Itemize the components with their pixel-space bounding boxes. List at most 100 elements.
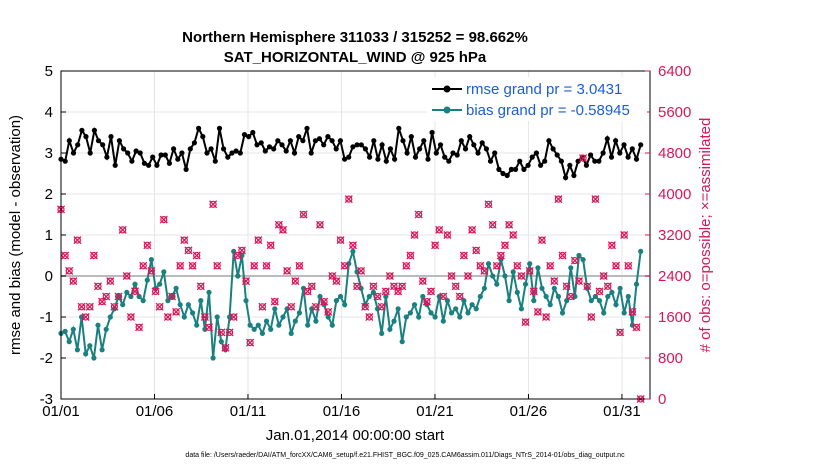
obs-marker [295, 261, 304, 270]
point-rmse [133, 148, 139, 154]
point-rmse [279, 142, 285, 148]
point-bias [527, 261, 533, 267]
point-bias [465, 310, 471, 316]
point-rmse [633, 156, 640, 162]
obs-marker [463, 271, 473, 281]
obs-marker [332, 277, 341, 286]
y-tick-label: -3 [40, 391, 53, 408]
point-rmse [212, 158, 218, 164]
point-bias [518, 306, 525, 312]
x-tick-label: 01/31 [603, 403, 641, 420]
obs-marker [135, 323, 144, 332]
point-rmse [287, 138, 293, 144]
point-rmse [229, 150, 235, 156]
point-rmse [354, 142, 360, 148]
point-bias [448, 310, 455, 316]
point-rmse [329, 138, 335, 144]
point-rmse [183, 166, 189, 172]
point-bias [70, 326, 76, 332]
point-rmse [75, 142, 81, 148]
point-bias [107, 314, 113, 320]
point-rmse [70, 150, 77, 156]
point-rmse [454, 152, 460, 158]
point-rmse [500, 170, 506, 177]
obs-marker [496, 251, 505, 260]
obs-marker [550, 277, 559, 286]
point-rmse [258, 140, 264, 146]
point-bias [251, 326, 257, 332]
obs-marker [299, 210, 308, 219]
obs-marker [352, 282, 362, 291]
obs-marker [110, 302, 119, 311]
point-rmse [596, 158, 602, 164]
series-line-bias [60, 247, 642, 359]
point-bias [177, 302, 183, 308]
point-bias [136, 293, 142, 300]
legend-box [427, 77, 647, 121]
obs-marker [126, 312, 135, 322]
legend-rmse-label: rmse grand pr = 3.0431 [466, 81, 622, 98]
point-bias [638, 248, 644, 254]
point-bias [218, 339, 224, 345]
point-rmse [638, 142, 644, 148]
point-bias [366, 293, 372, 300]
point-rmse [129, 158, 135, 164]
point-bias [329, 322, 335, 328]
point-rmse [125, 150, 131, 156]
obs-marker [188, 261, 197, 270]
point-rmse [554, 152, 560, 158]
obs-marker [455, 292, 464, 301]
point-rmse [95, 138, 102, 144]
point-rmse [362, 146, 368, 152]
point-rmse [196, 125, 202, 131]
obs-marker [61, 251, 70, 260]
point-bias [576, 252, 582, 259]
point-bias [399, 339, 405, 345]
point-bias [411, 302, 418, 308]
point-bias [214, 314, 220, 320]
obs-marker [151, 287, 160, 296]
point-bias [432, 314, 438, 320]
point-rmse [333, 146, 339, 152]
y-tick-label-right: 4000 [658, 186, 691, 203]
point-bias [83, 351, 89, 357]
point-bias [87, 343, 93, 349]
point-bias [206, 289, 212, 295]
point-rmse [571, 172, 577, 179]
point-rmse [563, 175, 569, 181]
obs-marker [468, 225, 477, 234]
point-bias [506, 298, 512, 304]
point-rmse [150, 154, 156, 160]
point-bias [469, 302, 475, 308]
obs-marker [336, 236, 345, 245]
obs-marker [361, 302, 370, 311]
point-bias [502, 273, 508, 279]
obs-marker [566, 292, 575, 301]
obs-marker [583, 282, 592, 291]
obs-marker [381, 287, 390, 296]
point-rmse [392, 156, 398, 162]
point-bias [535, 265, 541, 271]
obs-marker [435, 225, 444, 234]
obs-marker [130, 287, 140, 296]
point-rmse [121, 146, 127, 152]
point-bias [539, 285, 545, 291]
point-rmse [346, 154, 352, 160]
point-rmse [550, 146, 556, 152]
point-bias [568, 265, 574, 271]
point-rmse [62, 158, 68, 164]
point-rmse [588, 152, 594, 158]
point-rmse [350, 144, 356, 150]
point-rmse [262, 148, 268, 154]
point-rmse [87, 150, 93, 156]
point-bias [551, 285, 557, 291]
obs-marker [254, 236, 263, 245]
obs-marker [365, 312, 374, 322]
point-bias [485, 261, 492, 267]
x-ticks: 01/01 01/06 01/11 01/16 01/21 01/26 01/31 [42, 394, 641, 420]
obs-marker [102, 292, 111, 301]
point-rmse [575, 158, 581, 164]
obs-marker [241, 277, 251, 286]
y-tick-label: 5 [45, 63, 53, 80]
point-rmse [538, 162, 544, 168]
